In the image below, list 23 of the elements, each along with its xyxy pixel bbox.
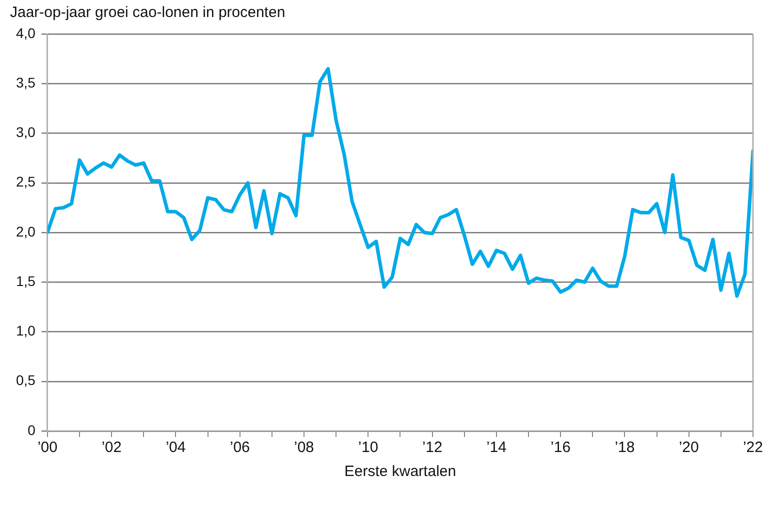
y-tick-label: 2,0 (16, 223, 36, 240)
y-tick-label: 4,0 (16, 24, 36, 41)
y-tick-label: 0 (28, 422, 36, 438)
x-tick-label: ’14 (486, 439, 506, 456)
x-tick-label: ’08 (294, 439, 314, 456)
x-tick-label: ’18 (614, 439, 635, 456)
y-tick-label: 1,0 (16, 322, 36, 339)
chart-title: Jaar-op-jaar groei cao-lonen in procenten (10, 4, 286, 22)
x-axis-title: Eerste kwartalen (344, 463, 456, 480)
x-tick-label: ’02 (102, 439, 122, 456)
y-tick-label: 0,5 (16, 372, 36, 388)
x-tick-label: ’16 (550, 439, 571, 456)
x-tick-label: ’06 (230, 439, 250, 456)
x-tick-label: ’12 (422, 439, 442, 456)
x-tick-label: ’00 (37, 439, 58, 456)
y-tick-label: 2,5 (16, 174, 36, 190)
x-tick-label: ’20 (678, 439, 699, 456)
x-tick-label: ’22 (742, 439, 764, 456)
y-tick-label: 1,5 (16, 272, 36, 289)
x-tick-label: ’10 (358, 439, 378, 456)
y-tick-label: 3,0 (16, 124, 36, 140)
x-tick-label: ’04 (166, 439, 186, 456)
y-tick-label: 3,5 (16, 74, 36, 90)
